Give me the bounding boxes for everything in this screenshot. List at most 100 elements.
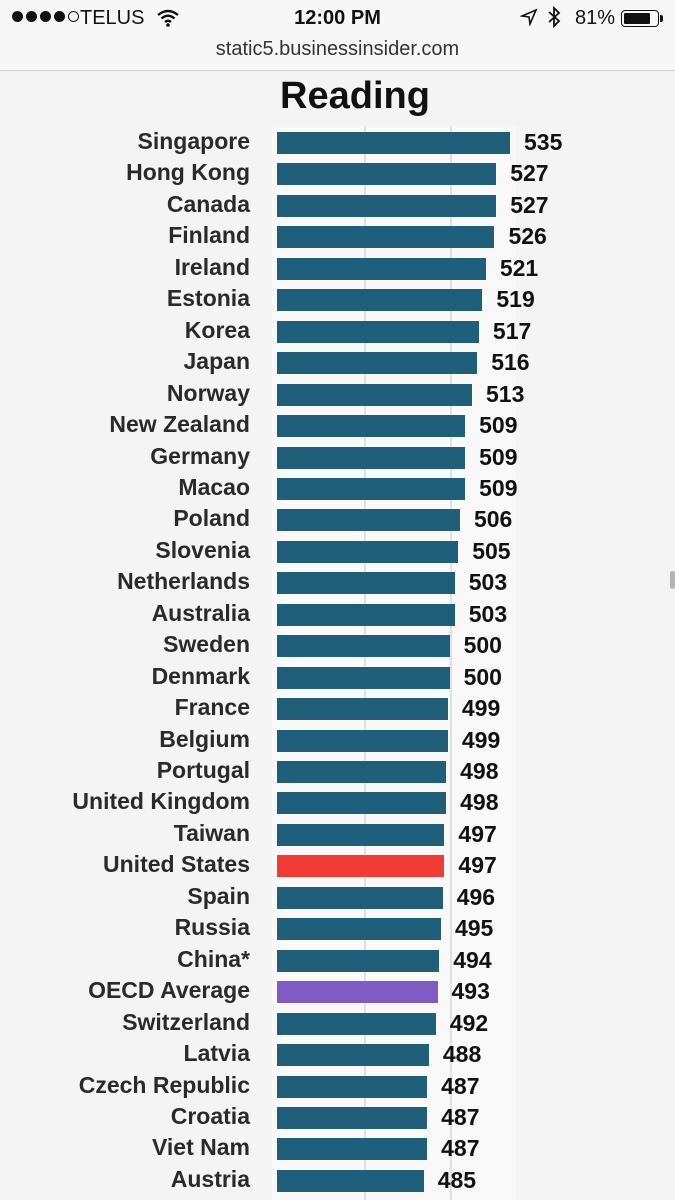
country-label: Croatia: [170, 1102, 250, 1129]
signal-dot: [40, 11, 51, 22]
bar: [277, 132, 510, 154]
scrollbar[interactable]: [670, 571, 675, 589]
value-label: 526: [508, 223, 547, 250]
country-label: Canada: [166, 190, 250, 217]
bar: [277, 383, 473, 406]
bar: [277, 1075, 428, 1098]
country-label: Portugal: [156, 757, 250, 783]
signal-dot: [68, 11, 79, 22]
carrier-name: TELUS: [80, 7, 145, 29]
country-label: Macao: [178, 473, 250, 500]
country-label: Hong Kong: [126, 159, 250, 186]
value-label: 519: [496, 286, 535, 313]
bar: [277, 1138, 428, 1161]
bar: [277, 1106, 428, 1129]
bar: [277, 1044, 429, 1067]
bar: [277, 981, 438, 1004]
wifi-icon: [156, 8, 180, 34]
country-label: Estonia: [166, 285, 250, 312]
battery-icon: [621, 10, 659, 27]
value-label: 503: [468, 569, 508, 596]
url-text: static5.businessinsider.com: [215, 38, 460, 60]
value-label: 485: [437, 1166, 477, 1193]
country-label: Belgium: [159, 725, 250, 752]
bar: [277, 257, 486, 280]
value-label: 513: [486, 380, 525, 407]
value-label: 500: [463, 632, 502, 659]
bar: [277, 949, 440, 972]
country-label: Japan: [183, 348, 250, 375]
bar: [277, 1012, 436, 1035]
country-label: Norway: [166, 379, 250, 406]
country-label: Switzerland: [122, 1008, 250, 1035]
bar: [277, 823, 445, 846]
bar: [277, 477, 466, 500]
country-label: Russia: [174, 914, 250, 941]
battery-percent: 81%: [575, 7, 616, 29]
country-label: Austria: [170, 1165, 250, 1192]
value-label: 527: [510, 160, 549, 187]
bar: [277, 509, 460, 532]
country-label: Slovenia: [155, 536, 250, 563]
bar: [277, 194, 497, 217]
country-label: Spain: [187, 882, 250, 909]
country-label: Denmark: [151, 662, 250, 689]
value-label: 499: [461, 726, 501, 753]
bar: [277, 226, 495, 249]
bar: [277, 289, 483, 312]
country-label: Sweden: [163, 631, 250, 658]
value-label: 492: [449, 1009, 489, 1036]
value-label: 499: [461, 695, 501, 722]
country-label: New Zealand: [109, 411, 250, 438]
gridline: [364, 126, 366, 1200]
value-label: 494: [453, 946, 492, 973]
country-label: Latvia: [183, 1040, 250, 1067]
country-label: Australia: [151, 599, 250, 626]
country-label: United States: [103, 851, 250, 878]
value-label: 509: [479, 474, 518, 501]
bar: [277, 761, 447, 783]
value-label: 500: [463, 663, 502, 690]
bar: [277, 918, 441, 941]
value-label: 509: [479, 443, 518, 470]
value-label: 498: [460, 789, 499, 816]
value-label: 503: [468, 600, 508, 627]
value-label: 496: [456, 883, 496, 910]
value-label: 493: [451, 978, 490, 1005]
country-label: Korea: [184, 316, 250, 343]
country-label: United Kingdom: [72, 788, 250, 815]
country-label: Poland: [173, 505, 250, 532]
value-label: 497: [458, 820, 497, 847]
chart-area: Reading Singapore 535 Hong Kong 527 Canada 52…: [0, 71, 675, 1200]
bar: [277, 352, 478, 375]
chart-title: Reading: [280, 75, 430, 117]
value-label: 516: [491, 349, 530, 376]
gridline: [450, 126, 452, 1200]
bar: [277, 320, 479, 343]
value-label: 487: [441, 1072, 480, 1099]
bar: [277, 572, 455, 595]
bar: [277, 163, 497, 186]
country-label: Netherlands: [117, 568, 250, 595]
bar: [277, 792, 447, 815]
battery-tip: [660, 15, 663, 22]
bar: [277, 635, 450, 658]
signal-strength-icon: [12, 11, 79, 22]
value-label: 498: [460, 758, 499, 784]
bar: [277, 886, 443, 909]
country-label: Germany: [150, 442, 250, 469]
bar: [277, 446, 466, 469]
country-label: Taiwan: [173, 819, 250, 846]
country-label: China*: [177, 945, 250, 972]
signal-dot: [54, 11, 65, 22]
value-label: 535: [524, 129, 563, 155]
country-label: OECD Average: [88, 977, 250, 1004]
value-label: 517: [492, 317, 532, 344]
value-label: 506: [473, 506, 513, 533]
value-label: 497: [458, 852, 497, 879]
value-label: 505: [472, 537, 511, 564]
value-label: 527: [510, 191, 549, 218]
bar: [277, 603, 455, 626]
address-bar[interactable]: static5.businessinsider.com: [0, 36, 675, 71]
value-label: 487: [441, 1135, 480, 1162]
